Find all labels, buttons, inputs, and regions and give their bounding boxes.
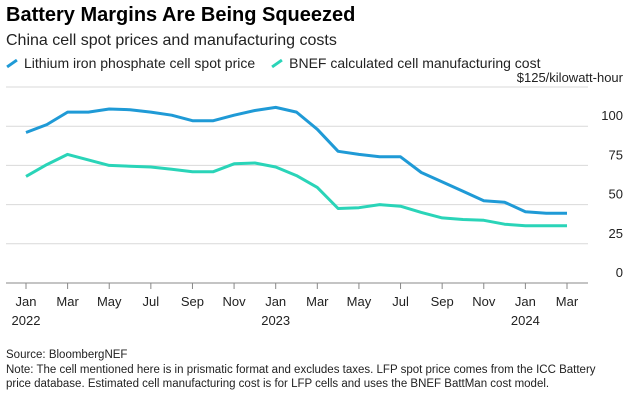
x-tick-label: Nov (472, 294, 496, 309)
y-tick-label: 50 (609, 187, 623, 202)
series-line-spot-price (25, 105, 567, 215)
footnote: Note: The cell mentioned here is in pris… (6, 364, 596, 390)
x-tick-label: Jul (143, 294, 160, 309)
grid-layer (6, 86, 588, 284)
x-tick-label: Jan (265, 294, 286, 309)
legend-label-spot-price: Lithium iron phosphate cell spot price (24, 55, 256, 71)
x-year-label: 2022 (12, 313, 41, 328)
x-tick-label: Sep (181, 294, 204, 309)
y-axis-unit-label: $125/kilowatt-hour (517, 70, 624, 85)
x-tick-label: Nov (223, 294, 247, 309)
x-year-label: 2023 (261, 313, 290, 328)
source-note: Source: BloombergNEF (6, 349, 128, 361)
legend: Lithium iron phosphate cell spot price B… (6, 55, 556, 71)
legend-item-spot-price: Lithium iron phosphate cell spot price (6, 55, 255, 71)
x-tick-label: Mar (556, 294, 579, 309)
y-axis-labels: $125/kilowatt-hour 0 25 50 75 100 (517, 70, 624, 280)
chart-title: Battery Margins Are Being Squeezed (6, 4, 356, 26)
x-tick-label: Mar (306, 294, 329, 309)
series-lines (25, 105, 567, 228)
x-tick-label: Jan (515, 294, 536, 309)
y-tick-label: 25 (609, 226, 623, 241)
x-tick-label: Mar (56, 294, 79, 309)
chart-subtitle: China cell spot prices and manufacturing… (6, 32, 337, 49)
x-tick-label: Jul (392, 294, 409, 309)
y-tick-label: 100 (601, 108, 623, 123)
legend-label-manufacturing-cost: BNEF calculated cell manufacturing cost (289, 55, 541, 71)
y-tick-label: 75 (609, 147, 623, 162)
x-tick-label: May (97, 294, 122, 309)
x-tick-label: Sep (431, 294, 454, 309)
line-chart: $125/kilowatt-hour 0 25 50 75 100 Jan Mar May Ju… (6, 70, 624, 328)
y-tick-label: 0 (616, 265, 623, 280)
x-year-label: 2024 (511, 313, 540, 328)
legend-item-manufacturing-cost: BNEF calculated cell manufacturing cost (271, 55, 540, 71)
x-tick-label: May (347, 294, 372, 309)
x-tick-label: Jan (16, 294, 37, 309)
x-axis: Jan Mar May Jul Sep Nov Jan Mar May Jul Sep Nov Jan M… (12, 283, 579, 328)
series-line-manufacturing-cost (25, 152, 567, 228)
